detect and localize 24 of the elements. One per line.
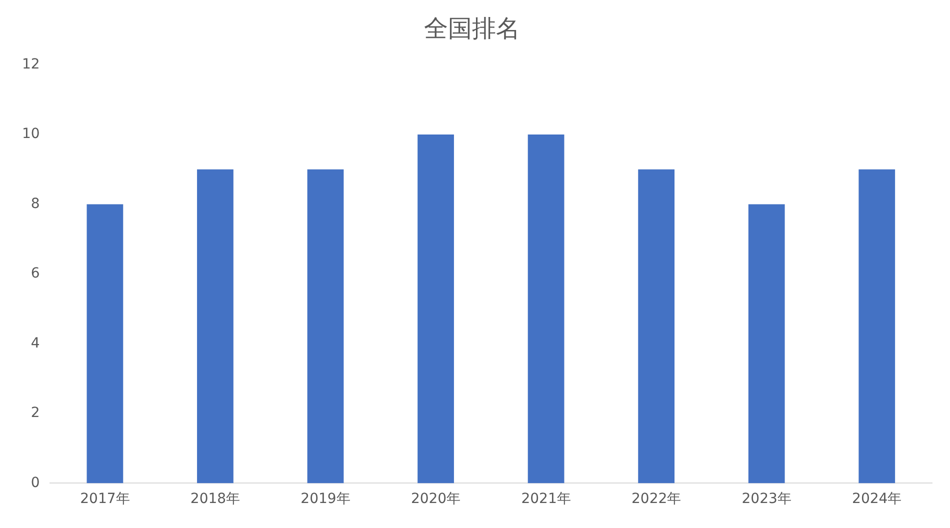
bar — [197, 169, 234, 484]
bar — [307, 169, 344, 484]
x-tick-label: 2018年 — [190, 491, 240, 508]
bar — [86, 204, 124, 484]
x-tick-label: 2017年 — [80, 491, 130, 508]
x-tick-label: 2019年 — [300, 491, 350, 508]
y-tick-label: 10 — [22, 126, 40, 142]
bar — [748, 204, 785, 484]
y-tick-label: 2 — [30, 405, 40, 422]
y-tick-label: 8 — [30, 196, 40, 212]
x-tick-label: 2023年 — [742, 491, 792, 508]
bar — [418, 134, 454, 484]
x-tick-label: 2024年 — [852, 491, 902, 508]
y-tick-label: 0 — [30, 474, 40, 491]
x-tick-label: 2020年 — [410, 491, 461, 508]
y-tick-label: 4 — [30, 335, 40, 352]
bar — [858, 169, 896, 484]
bar — [638, 169, 675, 484]
x-tick-label: 2022年 — [631, 491, 682, 508]
chart-title: 全国排名 — [424, 14, 520, 43]
y-tick-label: 12 — [22, 56, 40, 72]
bar — [528, 134, 564, 484]
x-tick-label: 2021年 — [521, 491, 571, 508]
y-tick-label: 6 — [30, 266, 40, 282]
